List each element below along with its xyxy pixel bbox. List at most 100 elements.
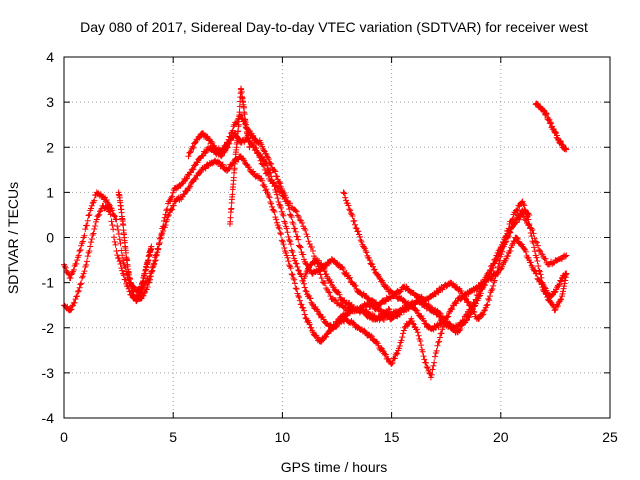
data-point-marker xyxy=(349,212,356,219)
data-point-marker xyxy=(513,207,520,214)
data-point-marker xyxy=(494,268,501,275)
data-point-marker xyxy=(72,296,79,303)
data-point-marker xyxy=(287,238,294,245)
data-point-marker xyxy=(318,275,325,282)
data-point-marker xyxy=(551,307,558,314)
data-point-marker xyxy=(449,306,456,313)
data-point-marker xyxy=(479,311,486,318)
data-point-marker xyxy=(486,293,493,300)
data-point-marker xyxy=(229,127,236,134)
data-point-marker xyxy=(257,157,264,164)
data-point-marker xyxy=(272,168,279,175)
data-point-marker xyxy=(503,234,510,241)
data-point-marker xyxy=(419,348,426,355)
data-point-marker xyxy=(308,324,315,331)
data-point-marker xyxy=(275,224,282,231)
data-point-marker xyxy=(304,233,311,240)
data-point-marker xyxy=(522,208,529,215)
y-tick-labels: -4 -3 -2 -1 0 1 2 3 4 xyxy=(42,49,55,426)
data-point-marker xyxy=(79,273,86,280)
data-point-marker xyxy=(74,293,81,300)
data-point-marker xyxy=(91,197,98,204)
data-point-marker xyxy=(298,301,305,308)
data-point-marker xyxy=(67,275,74,282)
data-point-marker xyxy=(300,307,307,314)
data-point-marker xyxy=(331,324,338,331)
data-point-marker xyxy=(396,311,403,318)
data-point-marker xyxy=(265,171,272,178)
data-point-marker xyxy=(268,200,275,207)
data-point-marker xyxy=(277,188,284,195)
data-point-marker xyxy=(303,288,310,295)
y-tick-label: 0 xyxy=(46,230,54,246)
data-point-marker xyxy=(348,301,355,308)
data-point-marker xyxy=(484,270,491,277)
data-point-marker xyxy=(146,279,153,286)
data-point-marker xyxy=(271,167,278,174)
data-point-marker xyxy=(536,267,543,274)
data-point-marker xyxy=(84,217,91,224)
data-point-marker xyxy=(82,226,89,233)
data-point-marker xyxy=(492,256,499,263)
data-point-marker xyxy=(457,325,464,332)
data-point-marker xyxy=(224,139,231,146)
data-point-marker xyxy=(157,235,164,242)
data-point-marker xyxy=(415,332,422,339)
data-point-marker xyxy=(380,316,387,323)
data-point-marker xyxy=(471,309,478,316)
data-point-marker xyxy=(109,222,116,229)
data-point-marker xyxy=(533,270,540,277)
data-point-marker xyxy=(83,222,90,229)
data-point-marker xyxy=(561,280,568,287)
data-point-marker xyxy=(495,260,502,267)
data-point-marker xyxy=(488,287,495,294)
data-point-marker xyxy=(292,228,299,235)
data-point-marker xyxy=(70,266,77,273)
data-point-marker xyxy=(552,128,559,135)
data-point-marker xyxy=(115,226,122,233)
data-point-marker xyxy=(373,338,380,345)
data-point-marker xyxy=(433,347,440,354)
data-point-marker xyxy=(68,306,75,313)
data-point-marker xyxy=(428,371,435,378)
data-point-marker xyxy=(289,271,296,278)
data-point-marker xyxy=(316,268,323,275)
data-point-marker xyxy=(548,120,555,127)
data-point-marker xyxy=(321,267,328,274)
data-point-marker xyxy=(249,133,256,140)
data-point-marker xyxy=(477,287,484,294)
data-point-marker xyxy=(106,207,113,214)
data-point-marker xyxy=(104,203,111,210)
x-tick-label: 5 xyxy=(169,429,177,445)
data-point-marker xyxy=(537,248,544,255)
data-point-marker xyxy=(107,211,114,218)
data-point-marker xyxy=(538,274,545,281)
data-point-marker xyxy=(149,264,156,271)
data-point-marker xyxy=(259,161,266,168)
data-point-marker xyxy=(116,258,123,265)
data-point-marker xyxy=(299,304,306,311)
data-point-marker xyxy=(351,217,358,224)
x-tick-labels: 0 5 10 15 20 25 xyxy=(60,429,618,445)
data-point-marker xyxy=(189,143,196,150)
data-point-marker xyxy=(296,243,303,250)
data-point-marker xyxy=(489,285,496,292)
y-tick-label: 2 xyxy=(46,139,54,155)
data-point-marker xyxy=(361,244,368,251)
data-point-marker xyxy=(562,145,569,152)
data-point-marker xyxy=(83,258,90,265)
data-point-marker xyxy=(296,297,303,304)
data-point-marker xyxy=(103,203,110,210)
data-point-marker xyxy=(146,276,153,283)
data-point-marker xyxy=(165,211,172,218)
data-point-marker xyxy=(253,145,260,152)
data-point-marker xyxy=(445,313,452,320)
data-point-marker xyxy=(366,257,373,264)
data-point-marker xyxy=(475,316,482,323)
series-track-9 xyxy=(226,85,253,227)
data-point-marker xyxy=(219,152,226,159)
data-point-marker xyxy=(162,222,169,229)
data-point-marker xyxy=(168,194,175,201)
data-point-marker xyxy=(486,267,493,274)
